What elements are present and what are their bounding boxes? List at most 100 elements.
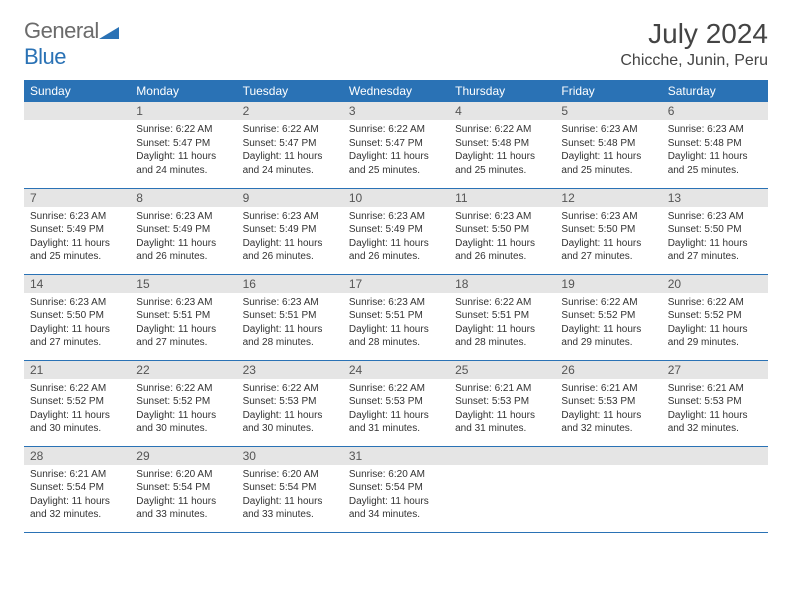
calendar-cell: 25Sunrise: 6:21 AMSunset: 5:53 PMDayligh… [449, 360, 555, 446]
day-number: 6 [662, 102, 768, 120]
day-body: Sunrise: 6:22 AMSunset: 5:48 PMDaylight:… [449, 120, 555, 181]
daylight-line-2: and 27 minutes. [136, 336, 230, 350]
daylight-line-1: Daylight: 11 hours [668, 323, 762, 337]
day-number: 7 [24, 189, 130, 207]
logo-word-1: General [24, 18, 99, 43]
calendar-cell: 17Sunrise: 6:23 AMSunset: 5:51 PMDayligh… [343, 274, 449, 360]
day-number: 21 [24, 361, 130, 379]
day-body: Sunrise: 6:23 AMSunset: 5:48 PMDaylight:… [662, 120, 768, 181]
sunrise-line: Sunrise: 6:22 AM [455, 296, 549, 310]
calendar-week-row: 28Sunrise: 6:21 AMSunset: 5:54 PMDayligh… [24, 446, 768, 532]
daylight-line-2: and 28 minutes. [243, 336, 337, 350]
daylight-line-2: and 27 minutes. [30, 336, 124, 350]
daylight-line-2: and 33 minutes. [136, 508, 230, 522]
sunrise-line: Sunrise: 6:23 AM [349, 210, 443, 224]
daylight-line-1: Daylight: 11 hours [243, 150, 337, 164]
daylight-line-2: and 26 minutes. [243, 250, 337, 264]
sunset-line: Sunset: 5:54 PM [136, 481, 230, 495]
daylight-line-1: Daylight: 11 hours [561, 237, 655, 251]
calendar-cell: 20Sunrise: 6:22 AMSunset: 5:52 PMDayligh… [662, 274, 768, 360]
day-number: 25 [449, 361, 555, 379]
day-body: Sunrise: 6:22 AMSunset: 5:52 PMDaylight:… [555, 293, 661, 354]
calendar-cell: 13Sunrise: 6:23 AMSunset: 5:50 PMDayligh… [662, 188, 768, 274]
day-body: Sunrise: 6:23 AMSunset: 5:51 PMDaylight:… [130, 293, 236, 354]
day-number: 2 [237, 102, 343, 120]
weekday-header: Tuesday [237, 80, 343, 102]
daylight-line-1: Daylight: 11 hours [136, 323, 230, 337]
sunset-line: Sunset: 5:54 PM [349, 481, 443, 495]
day-number-empty [555, 447, 661, 465]
day-number: 1 [130, 102, 236, 120]
day-body: Sunrise: 6:22 AMSunset: 5:53 PMDaylight:… [343, 379, 449, 440]
day-body: Sunrise: 6:23 AMSunset: 5:50 PMDaylight:… [662, 207, 768, 268]
day-body: Sunrise: 6:23 AMSunset: 5:48 PMDaylight:… [555, 120, 661, 181]
sunrise-line: Sunrise: 6:21 AM [668, 382, 762, 396]
day-body: Sunrise: 6:22 AMSunset: 5:47 PMDaylight:… [237, 120, 343, 181]
daylight-line-1: Daylight: 11 hours [30, 323, 124, 337]
day-body: Sunrise: 6:23 AMSunset: 5:51 PMDaylight:… [343, 293, 449, 354]
calendar-week-row: 1Sunrise: 6:22 AMSunset: 5:47 PMDaylight… [24, 102, 768, 188]
sunrise-line: Sunrise: 6:21 AM [561, 382, 655, 396]
day-body: Sunrise: 6:23 AMSunset: 5:49 PMDaylight:… [343, 207, 449, 268]
calendar-cell: 1Sunrise: 6:22 AMSunset: 5:47 PMDaylight… [130, 102, 236, 188]
sunset-line: Sunset: 5:53 PM [349, 395, 443, 409]
sunset-line: Sunset: 5:47 PM [243, 137, 337, 151]
daylight-line-2: and 27 minutes. [561, 250, 655, 264]
calendar-cell: 27Sunrise: 6:21 AMSunset: 5:53 PMDayligh… [662, 360, 768, 446]
daylight-line-1: Daylight: 11 hours [561, 150, 655, 164]
daylight-line-1: Daylight: 11 hours [349, 495, 443, 509]
calendar-cell: 4Sunrise: 6:22 AMSunset: 5:48 PMDaylight… [449, 102, 555, 188]
header: General Blue July 2024 Chicche, Junin, P… [24, 18, 768, 70]
calendar-cell [449, 446, 555, 532]
sunrise-line: Sunrise: 6:22 AM [561, 296, 655, 310]
daylight-line-1: Daylight: 11 hours [455, 409, 549, 423]
day-number: 30 [237, 447, 343, 465]
daylight-line-2: and 32 minutes. [561, 422, 655, 436]
daylight-line-2: and 25 minutes. [668, 164, 762, 178]
sunset-line: Sunset: 5:52 PM [668, 309, 762, 323]
calendar-cell: 22Sunrise: 6:22 AMSunset: 5:52 PMDayligh… [130, 360, 236, 446]
day-number: 18 [449, 275, 555, 293]
sunrise-line: Sunrise: 6:23 AM [243, 296, 337, 310]
daylight-line-1: Daylight: 11 hours [30, 495, 124, 509]
calendar-cell: 28Sunrise: 6:21 AMSunset: 5:54 PMDayligh… [24, 446, 130, 532]
sunrise-line: Sunrise: 6:21 AM [455, 382, 549, 396]
calendar-cell: 5Sunrise: 6:23 AMSunset: 5:48 PMDaylight… [555, 102, 661, 188]
sunrise-line: Sunrise: 6:23 AM [349, 296, 443, 310]
daylight-line-1: Daylight: 11 hours [455, 150, 549, 164]
sunset-line: Sunset: 5:50 PM [668, 223, 762, 237]
calendar-cell: 11Sunrise: 6:23 AMSunset: 5:50 PMDayligh… [449, 188, 555, 274]
calendar-cell: 26Sunrise: 6:21 AMSunset: 5:53 PMDayligh… [555, 360, 661, 446]
daylight-line-2: and 30 minutes. [30, 422, 124, 436]
sunset-line: Sunset: 5:49 PM [30, 223, 124, 237]
day-number: 14 [24, 275, 130, 293]
day-body: Sunrise: 6:23 AMSunset: 5:51 PMDaylight:… [237, 293, 343, 354]
day-number-empty [662, 447, 768, 465]
weekday-header: Sunday [24, 80, 130, 102]
sunset-line: Sunset: 5:53 PM [668, 395, 762, 409]
daylight-line-2: and 28 minutes. [349, 336, 443, 350]
calendar-cell: 21Sunrise: 6:22 AMSunset: 5:52 PMDayligh… [24, 360, 130, 446]
day-number: 10 [343, 189, 449, 207]
sunrise-line: Sunrise: 6:23 AM [30, 296, 124, 310]
sunset-line: Sunset: 5:49 PM [136, 223, 230, 237]
daylight-line-2: and 29 minutes. [668, 336, 762, 350]
calendar-cell: 31Sunrise: 6:20 AMSunset: 5:54 PMDayligh… [343, 446, 449, 532]
daylight-line-1: Daylight: 11 hours [136, 409, 230, 423]
day-number: 24 [343, 361, 449, 379]
day-number: 28 [24, 447, 130, 465]
daylight-line-2: and 24 minutes. [136, 164, 230, 178]
calendar-week-row: 21Sunrise: 6:22 AMSunset: 5:52 PMDayligh… [24, 360, 768, 446]
page-title: July 2024 [620, 18, 768, 50]
day-body: Sunrise: 6:22 AMSunset: 5:53 PMDaylight:… [237, 379, 343, 440]
sunrise-line: Sunrise: 6:20 AM [243, 468, 337, 482]
day-body: Sunrise: 6:20 AMSunset: 5:54 PMDaylight:… [130, 465, 236, 526]
daylight-line-1: Daylight: 11 hours [349, 409, 443, 423]
sunset-line: Sunset: 5:48 PM [561, 137, 655, 151]
weekday-header-row: Sunday Monday Tuesday Wednesday Thursday… [24, 80, 768, 102]
day-number-empty [449, 447, 555, 465]
logo: General Blue [24, 18, 119, 70]
weekday-header: Wednesday [343, 80, 449, 102]
sunrise-line: Sunrise: 6:23 AM [136, 296, 230, 310]
day-number: 4 [449, 102, 555, 120]
